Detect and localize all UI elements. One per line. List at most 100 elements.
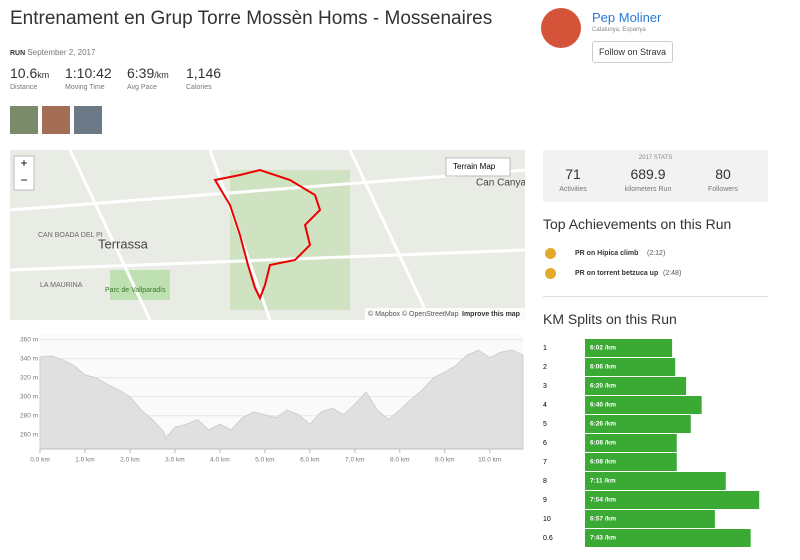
credits: © Mapbox © OpenStreetMap: [368, 310, 459, 318]
y-tick-label: 340 m: [20, 355, 38, 362]
place: LA MAURINA: [40, 282, 83, 289]
y-tick-label: 300 m: [20, 393, 38, 400]
year-stat-value: 71: [565, 166, 581, 182]
x-tick-label: 6.0 km: [300, 457, 320, 464]
achievement-time: (2:48): [663, 270, 682, 277]
athlete-location: Catalunya, Espanya: [592, 27, 646, 33]
year-stat-label: Activities: [559, 186, 587, 193]
y-tick-label: 360 m: [20, 336, 38, 343]
split-bar: [585, 472, 726, 490]
year-stat-label: Followers: [708, 186, 738, 193]
split-value-label: 6:40 /km: [590, 402, 616, 409]
split-label: 5: [543, 421, 547, 428]
split-bar: [585, 453, 677, 471]
y-tick-label: 260 m: [20, 431, 38, 438]
medal: [545, 248, 556, 259]
split-bar: [585, 510, 715, 528]
split-bar: [585, 415, 691, 433]
x-tick-label: 9.0 km: [435, 457, 455, 464]
y-tick-label: 280 m: [20, 412, 38, 419]
title: Entrenament en Grup Torre Mossèn Homs - …: [10, 8, 493, 29]
split-value-label: 6:08 /km: [590, 440, 616, 447]
split-label: 8: [543, 478, 547, 485]
elevation-area: [39, 349, 524, 450]
split-bar: [585, 434, 677, 452]
split-label: 0.6: [543, 535, 553, 542]
stat-value: 1:10:42: [65, 65, 112, 81]
place: CAN BOADA DEL PI: [38, 232, 103, 239]
stat-value: 1,146: [186, 65, 222, 81]
achievement: PR on torrent betzuca up: [575, 270, 659, 277]
photo[interactable]: [74, 106, 102, 134]
year-stat-value: 689.9: [630, 166, 666, 182]
place: Parc de Vallparadís: [105, 287, 166, 294]
split-bar: [585, 358, 676, 376]
split-label: 9: [543, 497, 547, 504]
medal: [545, 268, 556, 279]
photo[interactable]: [42, 106, 70, 134]
split-label: 10: [543, 516, 551, 523]
splits-title: KM Splits on this Run: [543, 311, 677, 327]
place: Can Canyameres: [476, 178, 525, 189]
place: Terrassa: [98, 236, 149, 251]
elevation-chart: 260 m 280 m 300 m 320 m 340 m 360 m 0.0 km 1.0 …: [20, 335, 524, 464]
split-value-label: 6:26 /km: [590, 421, 616, 428]
x-tick-label: 8.0 km: [390, 457, 410, 464]
x-tick-label: 10.0 km: [478, 457, 501, 464]
split-bar: [585, 339, 673, 357]
split-label: 2: [543, 364, 547, 371]
split-bar: [585, 377, 687, 395]
zoom-in[interactable]: +: [20, 156, 27, 170]
stat-value: 6:39/km: [127, 65, 169, 81]
x-tick-label: 0.0 km: [30, 457, 50, 464]
improve-map[interactable]: Improve this map: [462, 311, 520, 318]
split-bar: [585, 396, 702, 414]
meta: RUN September 2, 2017: [10, 48, 95, 57]
divider: [543, 296, 768, 297]
splits-chart: 1 6:02 /km 2 6:06 /km 3 6:20 /km 4 6:40 /km 5 6:2…: [543, 339, 760, 547]
year-stats-title: 2017 STATS: [638, 155, 673, 161]
stat-value: 10.6km: [10, 65, 50, 81]
layer-button[interactable]: [445, 157, 511, 177]
athlete-name[interactable]: Pep Moliner: [592, 10, 662, 25]
stat-label: Avg Pace: [127, 84, 157, 91]
stat-label: Calories: [186, 84, 212, 91]
year-stat-value: 80: [715, 166, 731, 182]
split-label: 4: [543, 402, 547, 409]
photo[interactable]: [10, 106, 38, 134]
achievements-title: Top Achievements on this Run: [543, 216, 732, 232]
split-value-label: 6:57 /km: [590, 516, 616, 523]
layer-label: Terrain Map: [453, 162, 496, 171]
year-stats: 2017 STATS 71 Activities 689.9 kilometers R…: [543, 150, 768, 202]
x-tick-label: 2.0 km: [120, 457, 140, 464]
type: RUN: [10, 50, 26, 57]
map: + − Terrain Map Terrassa Can Canyameres …: [10, 150, 525, 320]
follow-button[interactable]: Follow on Strava: [592, 41, 674, 63]
split-label: 6: [543, 440, 547, 447]
split-value-label: 7:43 /km: [590, 535, 616, 542]
zoom-out[interactable]: −: [20, 173, 27, 187]
y-tick-label: 320 m: [20, 374, 38, 381]
x-tick-label: 4.0 km: [210, 457, 230, 464]
split-value-label: 7:11 /km: [590, 478, 616, 485]
x-tick-label: 1.0 km: [75, 457, 95, 464]
split-bar: [585, 491, 760, 509]
split-value-label: 6:20 /km: [590, 383, 616, 390]
year-stat-label: kilometers Run: [624, 186, 672, 193]
split-bar: [585, 529, 751, 547]
achievement-time: (2:12): [647, 250, 666, 257]
split-label: 3: [543, 383, 547, 390]
stat-label: Distance: [10, 84, 38, 91]
split-label: 1: [543, 345, 547, 352]
split-label: 7: [543, 459, 547, 466]
date: September 2, 2017: [27, 48, 96, 57]
avatar[interactable]: [541, 8, 581, 48]
split-value-label: 6:02 /km: [590, 345, 616, 352]
stat-unit: km: [37, 70, 50, 80]
split-value-label: 7:54 /km: [590, 497, 616, 504]
split-value-label: 6:06 /km: [590, 364, 616, 371]
x-tick-label: 3.0 km: [165, 457, 185, 464]
achievement: PR on Hípica climb: [575, 250, 639, 257]
split-value-label: 6:08 /km: [590, 459, 616, 466]
